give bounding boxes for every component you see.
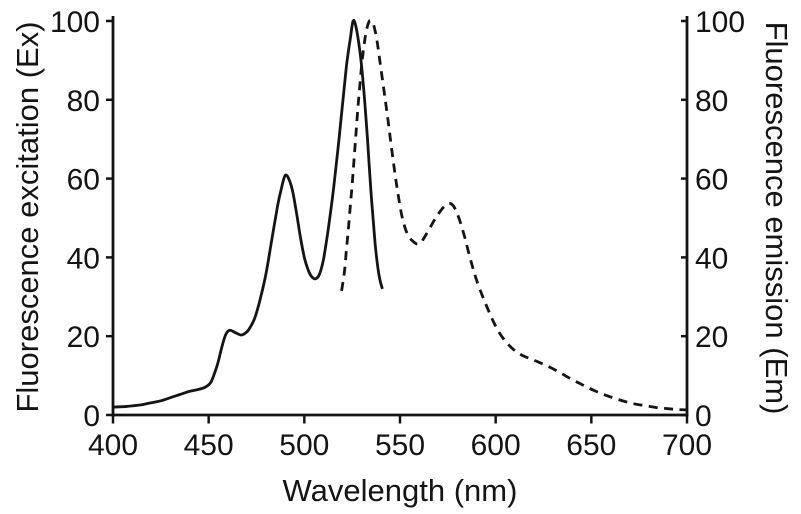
y-right-tick-label: 0 (695, 400, 712, 433)
x-axis-title: Wavelength (nm) (283, 473, 518, 508)
emission-curve (340, 19, 688, 412)
y-axis-title-left: Fluorescence excitation (Ex) (10, 21, 45, 412)
x-tick-label: 500 (279, 429, 329, 462)
y-left-tick-label: 80 (67, 85, 100, 118)
x-tick-label: 650 (566, 429, 616, 462)
tick-marks (106, 19, 689, 424)
y-right-tick-label: 40 (695, 242, 728, 275)
y-right-tick-label: 20 (695, 321, 728, 354)
spectra-curves (112, 18, 688, 412)
excitation-curve (112, 18, 384, 409)
y-left-tick-label: 40 (67, 242, 100, 275)
x-tick-label: 450 (184, 429, 234, 462)
y-right-tick-label: 60 (695, 164, 728, 197)
y-left-tick-label: 0 (83, 400, 100, 433)
x-tick-label: 600 (471, 429, 521, 462)
x-tick-label: 700 (662, 429, 712, 462)
y-left-tick-label: 100 (50, 6, 100, 39)
y-left-tick-label: 20 (67, 321, 100, 354)
tick-labels: 400 450 500 550 600 650 7000204060801000204060… (50, 6, 745, 462)
y-right-tick-label: 80 (695, 85, 728, 118)
y-left-tick-label: 60 (67, 164, 100, 197)
x-tick-label: 550 (375, 429, 425, 462)
y-axis-title-right: Fluorescence emission (Em) (759, 22, 794, 415)
x-tick-label: 400 (88, 429, 138, 462)
y-right-tick-label: 100 (695, 6, 745, 39)
